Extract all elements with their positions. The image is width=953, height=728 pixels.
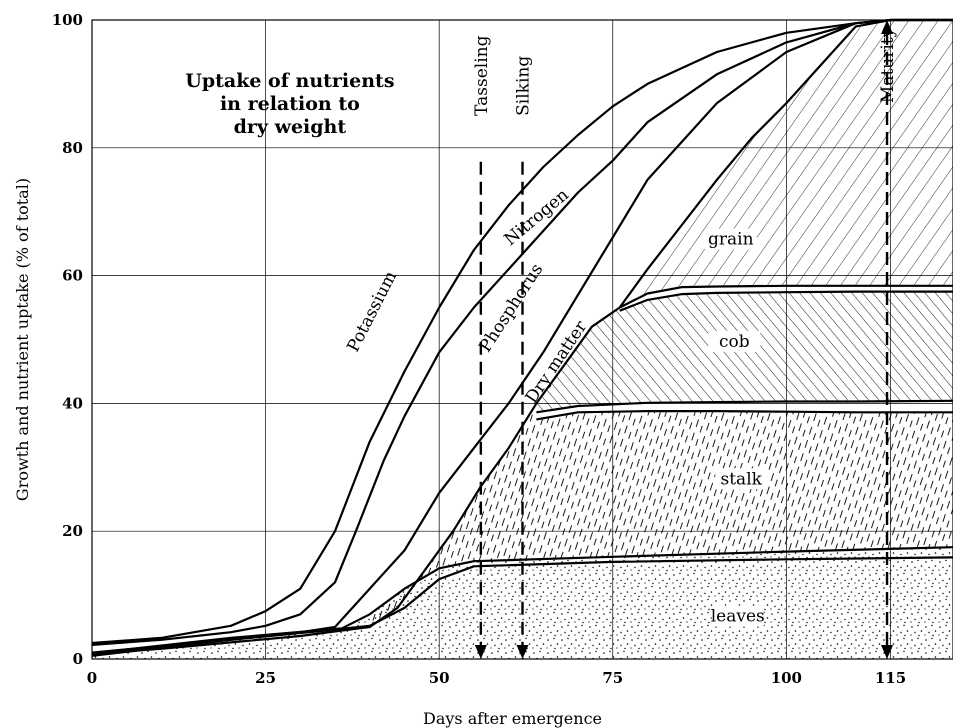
series-line-dry-matter [91,18,953,655]
curve-label-potassium: Potassium [343,268,401,355]
stalk-label-bg [715,468,768,490]
leaves-label-bg [711,605,764,627]
growth-stage-markers: Tasseling Silking Maturity [472,20,898,659]
x-tick-label: 50 [429,669,450,687]
series-line-stalk-lower [536,410,953,421]
curve-label-phosphorus: Phosphorus [475,260,547,356]
series-line-cob-upper [619,284,953,309]
series-line-potassium [91,18,953,645]
chart-title-line: Uptake of nutrients [185,70,394,92]
x-tick-label: 0 [87,669,97,687]
silking-arrow-down [516,645,529,659]
y-tick-label: 20 [62,522,83,540]
axes: 0 25 50 75 100 115 0 20 40 60 80 100 Days after emer… [13,11,953,728]
curve-label-nitrogen: Nitrogen [501,185,573,250]
series-line-leaves-upper [91,546,953,655]
x-tick-label: 25 [255,669,276,687]
series-line-leaves-lower [91,556,953,657]
maturity-arrow-up [881,20,894,34]
tasseling-label: Tasseling [472,35,492,115]
cob-label-bg [708,330,761,352]
maturity-arrow-down [881,645,894,659]
y-tick-label: 100 [52,11,83,29]
leaves-region-label: leaves [711,607,765,627]
plot-frame [91,19,953,660]
silking-label: Silking [514,56,534,116]
grain-label-bg [704,228,757,250]
y-tick-label: 80 [62,139,83,157]
y-tick-label: 60 [62,267,83,285]
maturity-label: Maturity [878,27,898,103]
cob-region-label: cob [719,332,750,352]
series-curves [91,18,953,657]
tasseling-arrow-down [474,645,487,659]
y-tick-label: 0 [73,650,83,668]
series-line-stalk-upper [536,399,953,414]
x-tick-label: 75 [602,669,623,687]
grain-region-label: grain [708,230,754,250]
chart-title-line: dry weight [234,116,347,138]
stalk-region [369,409,953,627]
stalk-region-label: stalk [721,469,763,489]
x-tick-label: 100 [771,669,802,687]
x-tick-label: 115 [875,669,906,687]
x-axis-label: Days after emergence [423,709,602,728]
y-tick-label: 40 [62,394,83,412]
chart-title-line: in relation to [220,93,360,115]
series-line-cob-lower [619,290,953,312]
y-axis-label: Growth and nutrient uptake (% of total) [13,178,32,501]
cob-region [536,291,953,413]
series-line-nitrogen [91,18,953,646]
